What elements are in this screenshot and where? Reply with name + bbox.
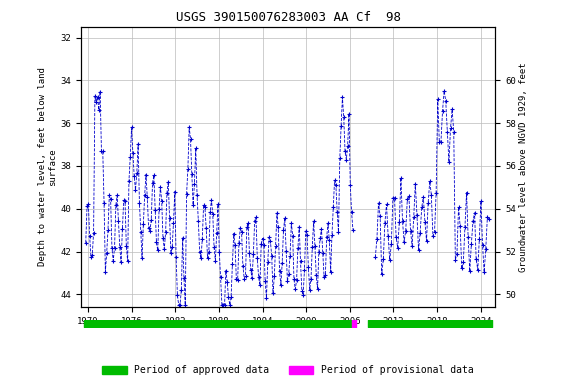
Title: USGS 390150076283003 AA Cf  98: USGS 390150076283003 AA Cf 98: [176, 11, 400, 24]
Y-axis label: Depth to water level, feet below land
surface: Depth to water level, feet below land su…: [38, 68, 58, 266]
Legend: Period of approved data, Period of provisional data: Period of approved data, Period of provi…: [98, 361, 478, 379]
Y-axis label: Groundwater level above NGVD 1929, feet: Groundwater level above NGVD 1929, feet: [518, 62, 528, 272]
